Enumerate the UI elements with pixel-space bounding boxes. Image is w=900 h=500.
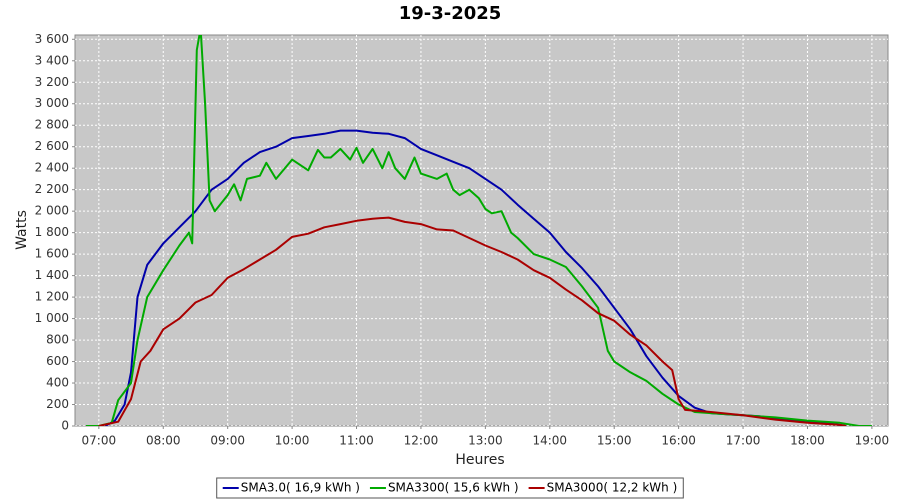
y-tick-label: 3 400 bbox=[35, 53, 69, 67]
y-tick-label: 1 600 bbox=[35, 247, 69, 261]
y-tick-label: 1 400 bbox=[35, 268, 69, 282]
x-tick-label: 17:00 bbox=[726, 434, 761, 448]
y-tick-label: 3 200 bbox=[35, 75, 69, 89]
legend bbox=[216, 477, 684, 499]
x-tick-label: 09:00 bbox=[210, 434, 245, 448]
y-tick-label: 1 200 bbox=[35, 290, 69, 304]
x-tick-label: 11:00 bbox=[339, 434, 374, 448]
x-tick-label: 19:00 bbox=[855, 434, 890, 448]
x-tick-label: 13:00 bbox=[468, 434, 503, 448]
plot-lines bbox=[75, 35, 888, 426]
y-tick-label: 2 800 bbox=[35, 118, 69, 132]
legend-label: SMA3300( 15,6 kWh ) bbox=[388, 481, 519, 495]
x-tick-label: 14:00 bbox=[532, 434, 567, 448]
y-tick-label: 400 bbox=[46, 376, 69, 390]
x-tick-label: 15:00 bbox=[597, 434, 632, 448]
x-tick-label: 08:00 bbox=[146, 434, 181, 448]
plot-area bbox=[74, 34, 889, 427]
series-line bbox=[86, 35, 872, 426]
y-tick-label: 600 bbox=[46, 354, 69, 368]
x-axis-label: Heures bbox=[455, 452, 504, 468]
y-tick-label: 1 000 bbox=[35, 311, 69, 325]
legend-label: SMA3.0( 16,9 kWh ) bbox=[241, 481, 360, 495]
y-axis-label: Watts bbox=[14, 210, 30, 250]
y-tick-label: 2 000 bbox=[35, 204, 69, 218]
y-tick-label: 2 200 bbox=[35, 182, 69, 196]
x-tick-label: 07:00 bbox=[82, 434, 117, 448]
series-line bbox=[98, 216, 847, 426]
x-tick-label: 12:00 bbox=[404, 434, 439, 448]
y-tick-label: 0 bbox=[61, 419, 69, 433]
chart-title: 19-3-2025 bbox=[399, 3, 502, 24]
y-tick-label: 800 bbox=[46, 333, 69, 347]
y-tick-label: 2 600 bbox=[35, 139, 69, 153]
y-tick-label: 3 000 bbox=[35, 96, 69, 110]
y-tick-label: 2 400 bbox=[35, 161, 69, 175]
y-tick-label: 200 bbox=[46, 397, 69, 411]
legend-label: SMA3000( 12,2 kWh ) bbox=[547, 481, 678, 495]
x-tick-label: 18:00 bbox=[790, 434, 825, 448]
x-tick-label: 10:00 bbox=[275, 434, 310, 448]
y-tick-label: 3 600 bbox=[35, 32, 69, 46]
y-tick-label: 1 800 bbox=[35, 225, 69, 239]
x-tick-label: 16:00 bbox=[661, 434, 696, 448]
